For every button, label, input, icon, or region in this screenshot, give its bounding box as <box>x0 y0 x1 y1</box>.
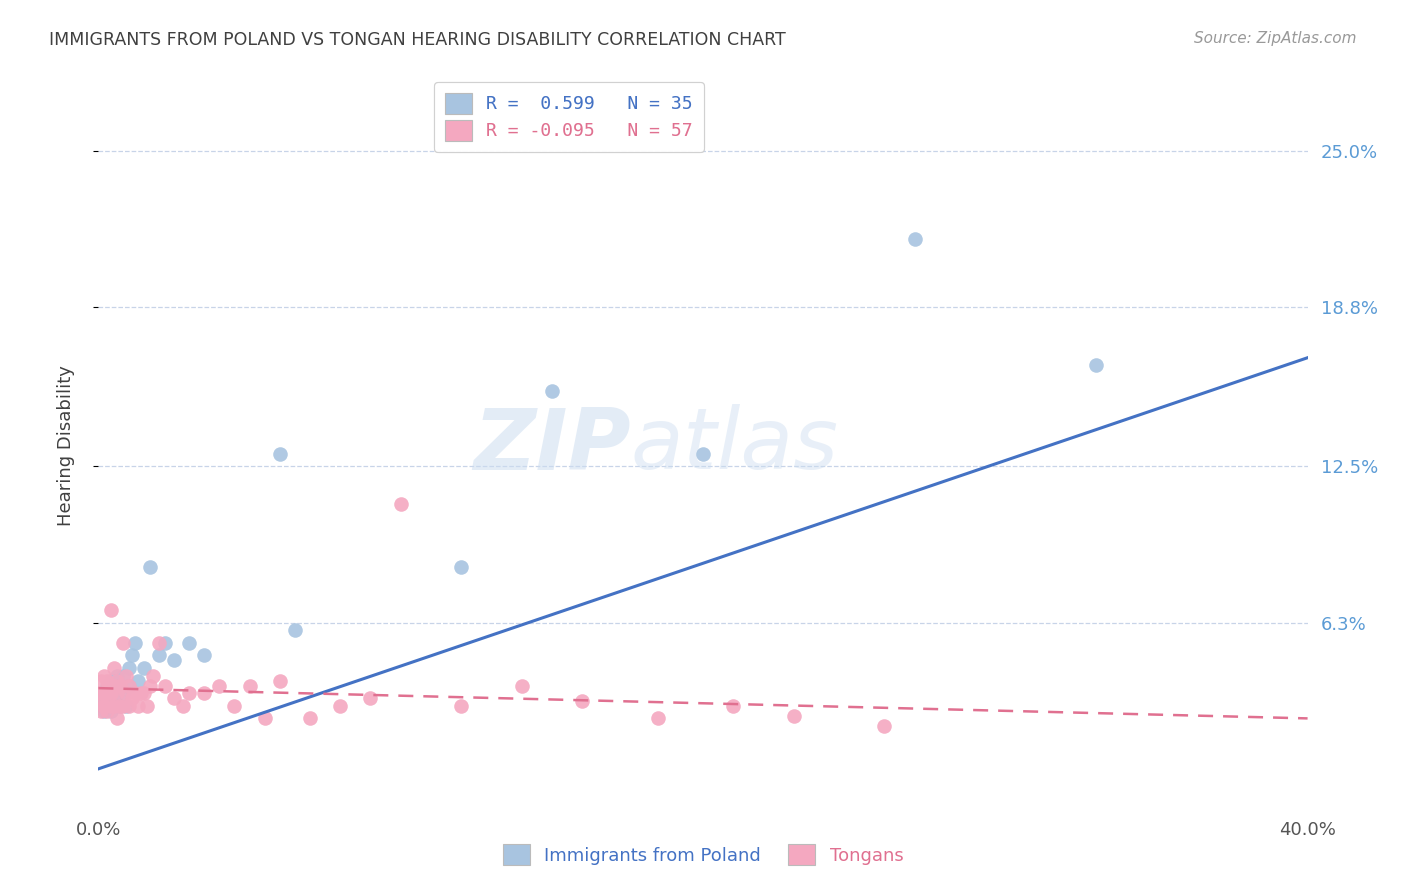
Point <box>329 698 352 713</box>
Point <box>105 673 128 688</box>
Point <box>108 679 131 693</box>
Text: atlas: atlas <box>630 404 838 488</box>
Point <box>93 698 115 713</box>
Point <box>103 679 125 693</box>
Point <box>121 648 143 663</box>
Point <box>179 636 201 650</box>
Text: IMMIGRANTS FROM POLAND VS TONGAN HEARING DISABILITY CORRELATION CHART: IMMIGRANTS FROM POLAND VS TONGAN HEARING… <box>49 31 786 49</box>
Point <box>90 691 112 706</box>
Point <box>873 719 896 733</box>
Point <box>723 698 745 713</box>
Point <box>100 704 122 718</box>
Y-axis label: Hearing Disability: Hearing Disability <box>56 366 75 526</box>
Point <box>103 673 125 688</box>
Point <box>87 686 110 700</box>
Point <box>540 384 562 398</box>
Point <box>224 698 246 713</box>
Point <box>132 661 155 675</box>
Point <box>103 698 125 713</box>
Point <box>142 668 165 682</box>
Point <box>692 446 714 460</box>
Point <box>105 711 128 725</box>
Point <box>148 636 170 650</box>
Point <box>100 686 122 700</box>
Point <box>111 636 134 650</box>
Text: Source: ZipAtlas.com: Source: ZipAtlas.com <box>1194 31 1357 46</box>
Point <box>904 232 927 246</box>
Point <box>193 648 215 663</box>
Point <box>135 698 157 713</box>
Point <box>93 668 115 682</box>
Point <box>127 698 149 713</box>
Point <box>118 679 141 693</box>
Point <box>269 446 291 460</box>
Point <box>124 636 146 650</box>
Point <box>360 691 382 706</box>
Point <box>239 679 262 693</box>
Point <box>571 694 593 708</box>
Point <box>139 560 162 574</box>
Point <box>114 668 136 682</box>
Point <box>100 603 122 617</box>
Point <box>111 698 134 713</box>
Point <box>193 686 215 700</box>
Point <box>93 686 115 700</box>
Point <box>153 636 176 650</box>
Point <box>129 686 152 700</box>
Point <box>114 698 136 713</box>
Point <box>103 661 125 675</box>
Point <box>105 686 128 700</box>
Point <box>105 668 128 682</box>
Text: ZIP: ZIP <box>472 404 630 488</box>
Point <box>100 698 122 713</box>
Point <box>208 679 231 693</box>
Point <box>163 691 186 706</box>
Point <box>172 698 194 713</box>
Point <box>108 698 131 713</box>
Point <box>179 686 201 700</box>
Point <box>111 668 134 682</box>
Point <box>450 560 472 574</box>
Point <box>124 686 146 700</box>
Point <box>96 673 118 688</box>
Point <box>100 673 122 688</box>
Point <box>148 648 170 663</box>
Point <box>783 709 806 723</box>
Point <box>450 698 472 713</box>
Point <box>389 497 412 511</box>
Point <box>96 686 118 700</box>
Point <box>253 711 276 725</box>
Point <box>90 704 112 718</box>
Point <box>96 679 118 693</box>
Point <box>647 711 669 725</box>
Point <box>93 686 115 700</box>
Point <box>111 686 134 700</box>
Legend: Immigrants from Poland, Tongans: Immigrants from Poland, Tongans <box>494 835 912 874</box>
Point <box>127 673 149 688</box>
Point <box>114 686 136 700</box>
Point <box>132 686 155 700</box>
Point <box>118 698 141 713</box>
Point <box>103 691 125 706</box>
Point <box>1085 359 1108 373</box>
Point <box>299 711 322 725</box>
Point <box>121 691 143 706</box>
Point <box>118 661 141 675</box>
Point <box>90 673 112 688</box>
Legend: R =  0.599   N = 35, R = -0.095   N = 57: R = 0.599 N = 35, R = -0.095 N = 57 <box>434 82 704 152</box>
Point <box>90 698 112 713</box>
Point <box>118 679 141 693</box>
Point <box>163 653 186 667</box>
Point <box>139 679 162 693</box>
Point <box>105 686 128 700</box>
Point <box>153 679 176 693</box>
Point <box>510 679 533 693</box>
Point <box>96 698 118 713</box>
Point <box>108 698 131 713</box>
Point <box>93 704 115 718</box>
Point <box>284 623 307 637</box>
Point <box>96 704 118 718</box>
Point <box>108 679 131 693</box>
Point <box>269 673 291 688</box>
